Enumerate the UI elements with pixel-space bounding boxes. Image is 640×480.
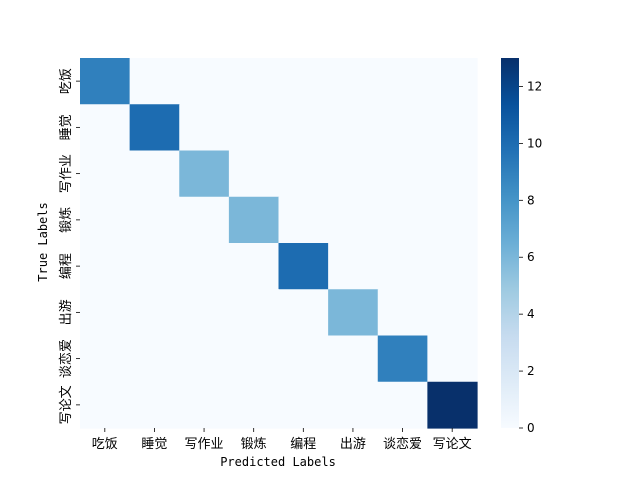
y-tick-label: 吃饭	[58, 68, 74, 94]
heatmap-cell	[427, 104, 478, 152]
y-tick-label: 编程	[59, 253, 74, 279]
heatmap-cell	[179, 243, 230, 290]
colorbar-tick-label: 0	[527, 421, 535, 435]
y-tick-label: 出游	[59, 299, 74, 325]
heatmap-cell	[328, 335, 379, 383]
heatmap-cell	[80, 335, 131, 383]
heatmap-cell	[328, 196, 379, 244]
y-tick-label: 写作业	[59, 154, 74, 193]
heatmap-cell	[377, 243, 428, 290]
heatmap-cell	[278, 58, 329, 105]
heatmap-cell	[80, 150, 131, 198]
x-tick-label: 出游	[340, 437, 366, 452]
heatmap-cell	[377, 58, 428, 105]
x-tick-label: 写论文	[433, 437, 472, 452]
heatmap-cell	[228, 104, 280, 152]
heatmap-cell	[377, 196, 428, 244]
heatmap-cell	[278, 196, 329, 244]
x-tick-label: 写作业	[185, 437, 224, 452]
y-tick-label: 写论文	[59, 385, 74, 424]
colorbar-tick-label: 12	[527, 79, 542, 93]
colorbar-tick-label: 4	[527, 307, 535, 321]
heatmap-cell	[328, 150, 379, 198]
colorbar-ticks: 0 2 4 6 8 10 12	[519, 79, 542, 435]
heatmap-cell	[228, 289, 280, 337]
heatmap-cell	[228, 150, 280, 198]
heatmap-cell	[427, 196, 478, 244]
y-tick-label: 锻炼	[59, 207, 74, 233]
colorbar-tick-label: 2	[527, 364, 535, 378]
heatmap-cell	[228, 196, 280, 244]
heatmap-cell	[278, 289, 329, 337]
heatmap-cell	[278, 150, 329, 198]
heatmap-cell	[328, 104, 379, 152]
heatmap-cell	[80, 58, 131, 105]
heatmap-cell	[80, 104, 131, 152]
heatmap-cell	[80, 243, 131, 290]
heatmap-cell	[179, 150, 230, 198]
heatmap-cell	[129, 104, 180, 152]
y-axis-label: True Labels	[36, 202, 50, 281]
x-axis-label: Predicted Labels	[220, 455, 336, 469]
heatmap-cell	[427, 289, 478, 337]
heatmap-cell	[328, 289, 379, 337]
heatmap-cell	[129, 243, 180, 290]
heatmap-cell	[328, 243, 379, 290]
heatmap-cell	[427, 150, 478, 198]
x-tick-label: 编程	[290, 437, 316, 452]
heatmap-cell	[129, 335, 180, 383]
heatmap-cells	[80, 58, 478, 429]
heatmap-cell	[179, 196, 230, 244]
heatmap-cell	[228, 58, 280, 105]
heatmap-cell	[278, 243, 329, 290]
heatmap-cell	[427, 335, 478, 383]
heatmap-cell	[328, 58, 379, 105]
heatmap-cell	[427, 381, 478, 429]
heatmap-cell	[179, 289, 230, 337]
heatmap-cell	[278, 335, 329, 383]
heatmap-cell	[179, 381, 230, 429]
heatmap-cell	[427, 243, 478, 290]
heatmap-cell	[278, 104, 329, 152]
colorbar	[501, 58, 519, 428]
x-tick-label: 锻炼	[241, 437, 267, 452]
heatmap-cell	[179, 335, 230, 383]
heatmap-cell	[377, 289, 428, 337]
heatmap-cell	[80, 196, 131, 244]
heatmap-cell	[278, 381, 329, 429]
heatmap-cell	[228, 335, 280, 383]
heatmap-cell	[129, 196, 180, 244]
heatmap-cell	[179, 104, 230, 152]
heatmap-cell	[228, 381, 280, 429]
x-tick-label: 睡觉	[141, 437, 167, 452]
heatmap-cell	[129, 150, 180, 198]
heatmap-cell	[377, 335, 428, 383]
heatmap-cell	[377, 381, 428, 429]
x-axis-ticks: 吃饭 睡觉 写作业 锻炼 编程 出游 谈恋爱 写论文	[92, 428, 472, 452]
heatmap-cell	[377, 150, 428, 198]
colorbar-tick-label: 8	[527, 193, 535, 207]
heatmap-cell	[427, 58, 478, 105]
heatmap-cell	[80, 381, 131, 429]
colorbar-tick-label: 6	[527, 250, 535, 264]
heatmap-cell	[129, 289, 180, 337]
heatmap-cell	[129, 381, 180, 429]
heatmap-cell	[228, 243, 280, 290]
heatmap-cell	[80, 289, 131, 337]
heatmap-cell	[377, 104, 428, 152]
x-tick-label: 谈恋爱	[383, 436, 422, 452]
x-tick-label: 吃饭	[92, 436, 118, 452]
colorbar-tick-label: 10	[527, 136, 542, 150]
y-tick-label: 谈恋爱	[58, 339, 74, 378]
heatmap-cell	[129, 58, 180, 105]
heatmap-cell	[328, 381, 379, 429]
heatmap-cell	[179, 58, 230, 105]
y-tick-label: 睡觉	[59, 114, 74, 140]
